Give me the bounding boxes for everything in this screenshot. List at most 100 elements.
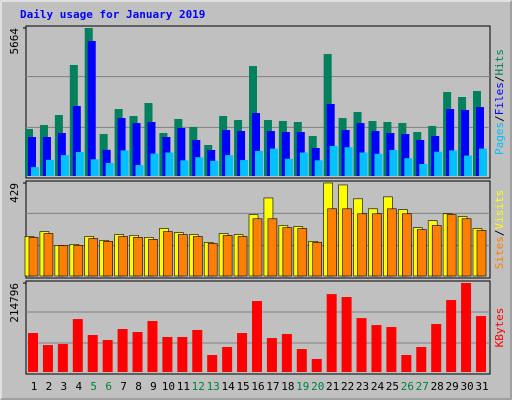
- x-tick-label: 5: [90, 380, 97, 393]
- bar: [386, 327, 397, 372]
- bar: [45, 159, 54, 176]
- bar: [147, 321, 158, 372]
- x-tick-label: 30: [460, 380, 473, 393]
- bar: [73, 245, 84, 277]
- bar: [434, 151, 443, 176]
- label-separator: /: [493, 115, 506, 122]
- x-tick-label: 23: [356, 380, 369, 393]
- bar: [284, 158, 293, 176]
- bar: [28, 136, 36, 176]
- bar: [195, 157, 204, 176]
- x-tick-label: 16: [251, 380, 264, 393]
- x-tick-label: 22: [341, 380, 354, 393]
- bar: [357, 213, 367, 277]
- bar: [31, 167, 39, 176]
- bar: [342, 208, 352, 277]
- x-tick-label: 31: [475, 380, 488, 393]
- bar: [416, 139, 425, 176]
- bar: [177, 336, 188, 372]
- bar: [132, 332, 143, 372]
- series-label: Sites/Visits: [493, 190, 506, 270]
- x-tick-label: 13: [207, 380, 220, 393]
- bar: [207, 243, 218, 277]
- bar: [359, 152, 368, 176]
- x-tick-label: 15: [236, 380, 249, 393]
- bar: [28, 237, 39, 277]
- bar: [88, 238, 99, 277]
- y-tick-label: 214796: [8, 283, 21, 323]
- legend-entry: Visits: [493, 190, 506, 230]
- bar: [102, 340, 113, 372]
- bar: [255, 150, 263, 176]
- bar: [90, 159, 99, 176]
- bar: [180, 160, 189, 176]
- bar: [118, 236, 128, 277]
- chart-title: Daily usage for January 2019: [20, 8, 205, 21]
- bar: [42, 136, 51, 176]
- x-tick-label: 14: [222, 380, 236, 393]
- bar: [374, 153, 383, 176]
- bar: [72, 105, 81, 176]
- bar: [266, 338, 277, 372]
- bar: [401, 355, 412, 372]
- bar: [461, 109, 470, 176]
- x-tick-label: 3: [61, 380, 68, 393]
- bar: [72, 319, 83, 372]
- y-tick-label: 5664: [8, 28, 21, 55]
- bar: [132, 123, 141, 176]
- bar: [117, 118, 126, 176]
- bar: [252, 301, 262, 372]
- bar: [177, 127, 186, 176]
- bar: [102, 149, 111, 176]
- x-tick-label: 2: [46, 380, 53, 393]
- bar: [327, 208, 337, 277]
- bar: [341, 297, 352, 372]
- legend-entry: Hits: [493, 49, 506, 76]
- bar: [297, 228, 308, 277]
- bar: [446, 300, 457, 372]
- bar: [329, 145, 338, 176]
- bar: [387, 208, 397, 277]
- bar: [252, 113, 260, 176]
- bar: [43, 233, 54, 277]
- bar: [281, 334, 292, 372]
- bar: [165, 152, 174, 176]
- bar: [148, 239, 158, 277]
- bar: [240, 160, 249, 176]
- legend-entry: Sites: [493, 236, 506, 269]
- bar: [476, 316, 486, 372]
- x-tick-label: 6: [105, 380, 112, 393]
- label-separator: /: [493, 230, 506, 237]
- x-tick-label: 18: [281, 380, 294, 393]
- x-tick-label: 27: [416, 380, 429, 393]
- bar: [419, 163, 428, 176]
- bar: [446, 109, 455, 176]
- bar: [60, 155, 69, 176]
- bar: [237, 333, 248, 372]
- bar: [222, 235, 233, 277]
- bar: [461, 283, 472, 372]
- series-label: KBytes: [493, 308, 506, 348]
- bar: [162, 336, 173, 372]
- bar: [147, 122, 156, 176]
- bar: [416, 347, 427, 372]
- bar: [267, 218, 278, 277]
- x-tick-label: 11: [177, 380, 190, 393]
- bar: [326, 103, 335, 176]
- bar: [402, 213, 412, 277]
- bar: [163, 231, 173, 277]
- bar: [57, 344, 68, 372]
- bar: [252, 218, 263, 277]
- bar: [476, 107, 484, 176]
- bar: [222, 347, 233, 372]
- bar: [446, 214, 457, 277]
- bar: [479, 148, 487, 176]
- bar: [178, 234, 188, 277]
- x-tick-label: 24: [371, 380, 385, 393]
- bar: [150, 153, 159, 176]
- bar: [237, 131, 246, 176]
- x-tick-label: 9: [150, 380, 157, 393]
- bar: [222, 130, 231, 176]
